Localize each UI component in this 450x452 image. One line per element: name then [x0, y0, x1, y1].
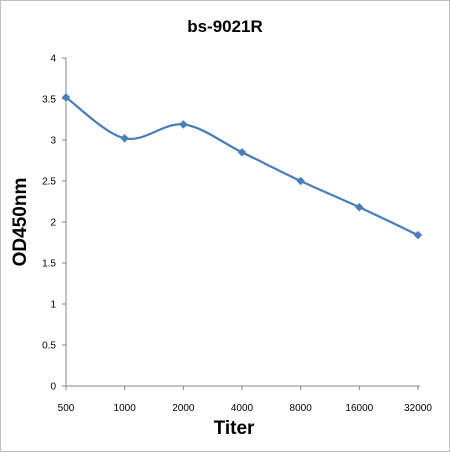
data-point-marker — [413, 230, 423, 240]
x-tick-label: 4000 — [231, 403, 254, 414]
y-tick-label: 0 — [50, 382, 56, 393]
x-axis-ticks: 500 1000 2000 4000 8000 16000 32000 — [58, 386, 432, 414]
y-tick-label: 0.5 — [42, 341, 56, 352]
chart-title: bs-9021R — [187, 17, 263, 36]
x-tick-label: 16000 — [345, 403, 373, 414]
y-tick-label: 2 — [50, 218, 56, 229]
series-line — [65, 96, 419, 237]
x-tick-label: 32000 — [404, 403, 432, 414]
y-axis-title: OD450nm — [10, 178, 31, 267]
y-tick-label: 1.5 — [42, 259, 56, 270]
data-point-marker — [237, 147, 247, 157]
y-tick-label: 4 — [50, 54, 56, 65]
data-point-marker — [296, 176, 306, 186]
data-point-marker — [354, 202, 364, 212]
x-axis-title: Titer — [214, 418, 255, 439]
y-tick-label: 2.5 — [42, 177, 56, 188]
y-tick-label: 1 — [50, 300, 56, 311]
data-point-marker — [120, 134, 130, 143]
y-axis-ticks: 0 0.5 1 1.5 2 2.5 3 3.5 4 — [42, 54, 66, 393]
y-tick-label: 3.5 — [42, 95, 56, 106]
data-point-marker — [178, 120, 188, 129]
x-tick-label: 500 — [58, 403, 75, 414]
x-tick-label: 1000 — [114, 403, 137, 414]
data-point-marker — [61, 93, 71, 102]
series-layer — [61, 93, 423, 240]
x-tick-label: 2000 — [172, 403, 195, 414]
y-tick-label: 3 — [50, 136, 56, 147]
x-tick-label: 8000 — [290, 403, 313, 414]
